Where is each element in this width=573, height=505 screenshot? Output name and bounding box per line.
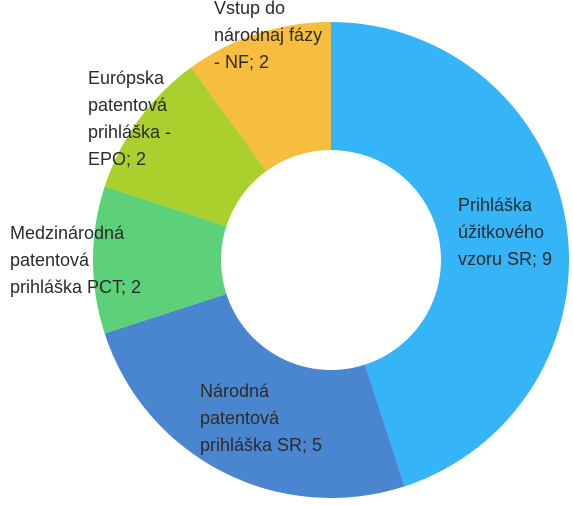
slice-label: Národná patentová prihláška SR; 5 [200, 381, 323, 455]
donut-slice [191, 22, 331, 172]
slice-label: Prihláška úžitkového vzoru SR; 9 [458, 195, 553, 269]
donut-slice [104, 67, 267, 227]
donut-slice [331, 22, 569, 487]
slice-label: Európska patentová prihláška - EPO; 2 [88, 68, 172, 169]
slice-label: Vstup do národnaj fázy - NF; 2 [214, 0, 323, 72]
slice-label: Medzinárodná patentová prihláška PCT; 2 [10, 223, 142, 297]
donut-slice [104, 293, 405, 498]
donut-slice [93, 186, 227, 334]
